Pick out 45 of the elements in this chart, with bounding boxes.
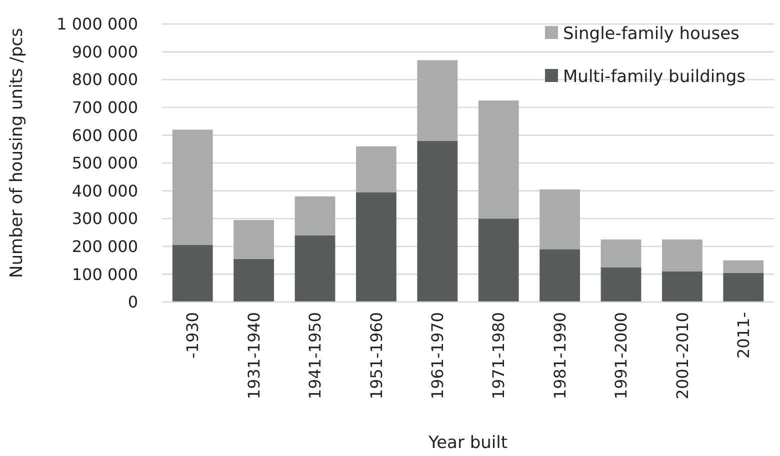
bar [478, 218, 519, 302]
y-tick-label: 1 000 000 [56, 14, 138, 34]
x-tick-label: -1930 [183, 312, 202, 358]
x-tick-label: 1931-1940 [244, 312, 264, 400]
y-tick-label: 300 000 [72, 209, 138, 228]
bar [478, 100, 519, 219]
y-axis-title: Number of housing units /pcs [7, 28, 27, 278]
x-tick-label: 1991-2000 [612, 312, 631, 400]
bar [234, 258, 274, 302]
bar [600, 239, 642, 268]
y-tick-label: 200 000 [72, 237, 138, 256]
bar [294, 196, 336, 236]
bar [540, 189, 580, 250]
bar [356, 146, 396, 192]
x-tick-label: 1951-1960 [366, 312, 386, 400]
x-tick-label: 1971-1980 [489, 312, 508, 400]
x-tick-label: 2011- [734, 312, 753, 358]
y-tick-label: 800 000 [72, 70, 138, 90]
y-tick-label: 900 000 [72, 42, 138, 62]
bar [172, 130, 213, 246]
bar [662, 271, 702, 302]
legend-label: Single-family houses [563, 24, 740, 44]
y-tick-label: 400 000 [72, 181, 138, 200]
y-tick-label: 700 000 [72, 98, 138, 117]
x-axis-title: Year built [427, 433, 508, 453]
y-tick-label: 0 [128, 292, 138, 312]
bar [662, 239, 702, 272]
bar [417, 60, 458, 141]
x-tick-label: 1961-1970 [428, 312, 447, 400]
y-tick-label: 100 000 [72, 264, 138, 284]
bar [723, 272, 764, 302]
y-tick-label: 500 000 [72, 154, 138, 173]
y-tick-label: 600 000 [72, 126, 138, 145]
bar [356, 192, 396, 302]
bar [417, 140, 458, 302]
x-tick-label: 1941-1950 [306, 312, 325, 400]
x-tick-label: 2001-2010 [672, 312, 692, 400]
bar [294, 235, 336, 302]
bar [600, 267, 642, 302]
bar [540, 249, 580, 302]
x-tick-label: 1981-1990 [550, 312, 570, 400]
bar [172, 245, 213, 302]
bar [234, 220, 274, 259]
legend-label: Multi-family buildings [563, 66, 746, 87]
bar [723, 260, 764, 273]
